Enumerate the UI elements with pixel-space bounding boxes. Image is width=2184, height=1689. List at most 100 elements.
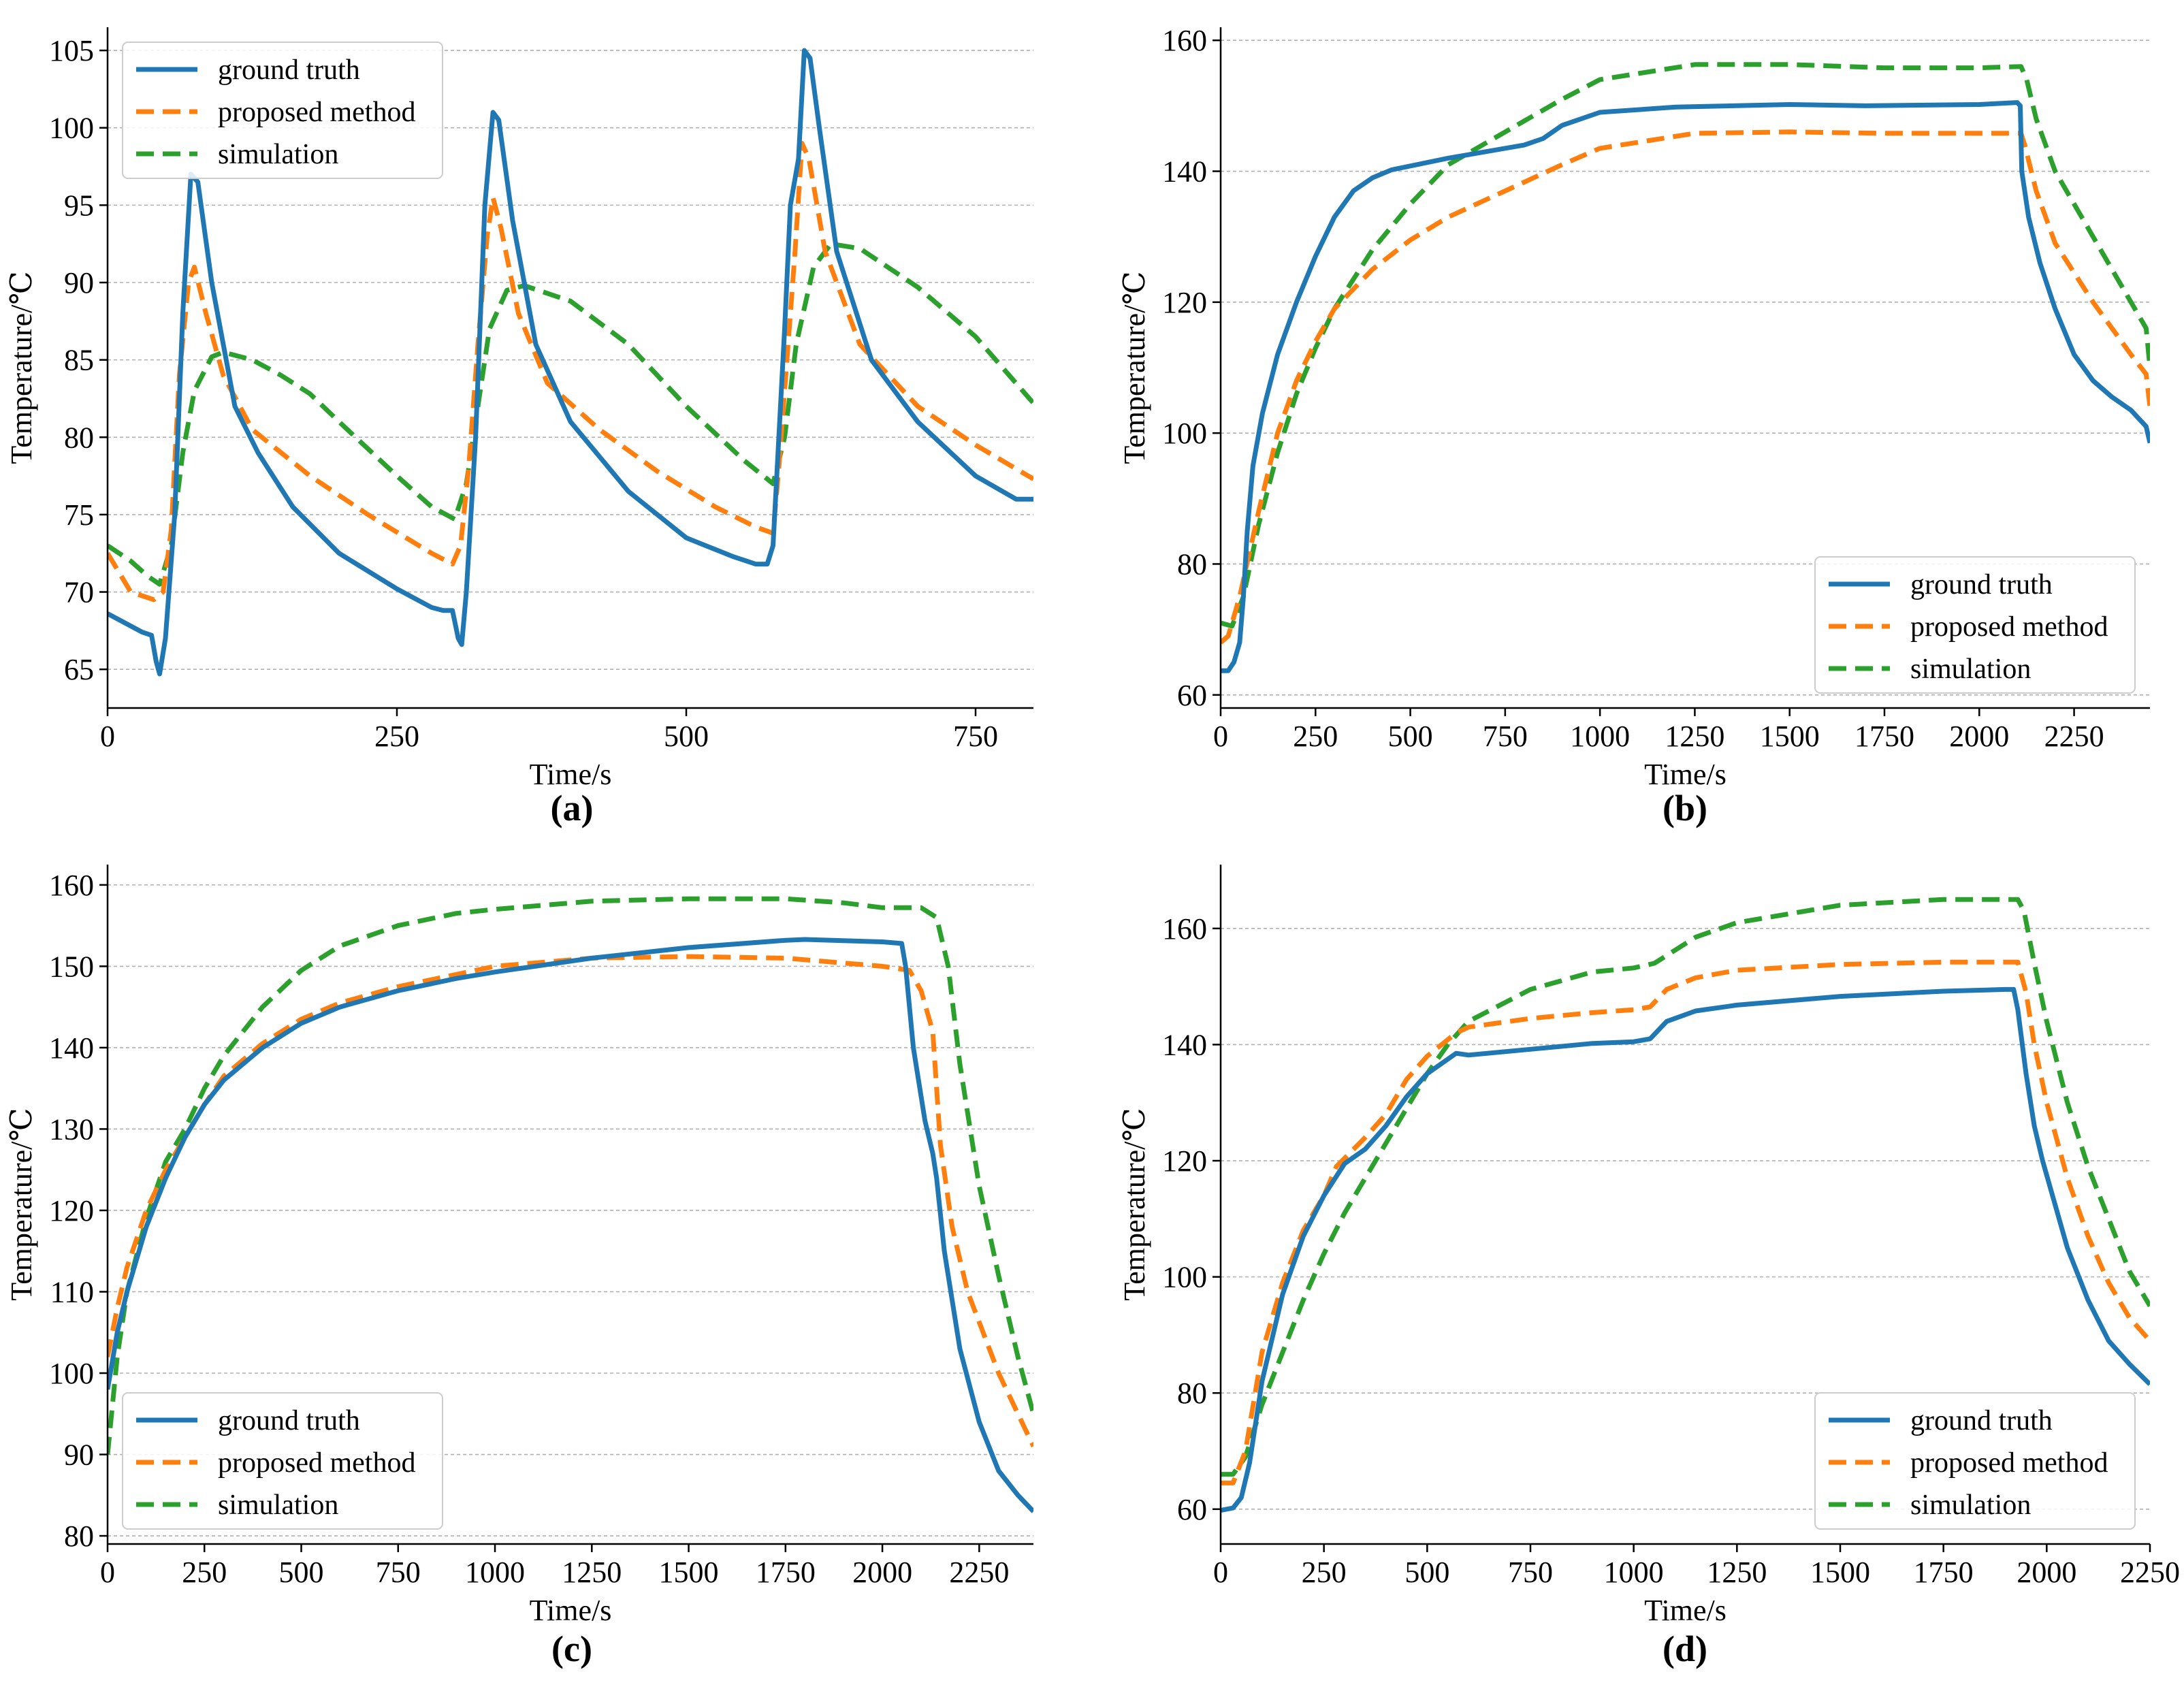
y-tick-label: 140 — [49, 1031, 94, 1065]
x-tick-label: 1250 — [1665, 720, 1724, 753]
x-tick-label: 500 — [1404, 1556, 1449, 1589]
panel-label: (a) — [551, 788, 594, 829]
panel-label: (b) — [1663, 788, 1707, 829]
x-tick-label: 500 — [664, 720, 709, 753]
series-group — [1221, 62, 2150, 673]
x-tick-label: 1250 — [1707, 1556, 1767, 1589]
legend: ground truth proposed method simulation — [122, 1392, 443, 1530]
x-tick-label: 1750 — [1914, 1556, 1974, 1589]
chart-panel-a: 65 70 75 80 85 90 95 100 105 0 250 500 750 Time/s Temp… — [5, 27, 1033, 829]
legend-entry-label: ground truth — [218, 1405, 360, 1436]
series-line-ground-truth — [108, 48, 1033, 677]
legend-entry-label: ground truth — [1910, 1405, 2053, 1436]
legend-entry-label: ground truth — [1910, 569, 2053, 600]
y-tick-label: 120 — [49, 1194, 94, 1227]
panel-label: (d) — [1663, 1628, 1707, 1669]
y-tick-label: 130 — [49, 1112, 94, 1146]
series-line-ground-truth — [1221, 100, 2150, 673]
y-axis-label: Temperature/℃ — [1118, 1108, 1151, 1300]
legend-box — [1814, 556, 2136, 694]
y-tick-label: 120 — [1162, 1144, 1207, 1178]
y-tick-label: 160 — [1162, 912, 1207, 946]
y-tick-label: 70 — [64, 576, 94, 609]
legend-entry-label: ground truth — [218, 54, 360, 86]
y-axis-label: Temperature/℃ — [5, 1108, 38, 1300]
y-tick-label: 140 — [1162, 1028, 1207, 1061]
x-tick-label: 2250 — [949, 1556, 1009, 1589]
chart-panel-c: 80 90 100 110 120 130 140 150 160 0 250 500 750 1000 1… — [5, 865, 1033, 1669]
x-tick-label: 1750 — [1854, 720, 1914, 753]
x-tick-label: 250 — [374, 720, 419, 753]
y-tick-label: 105 — [49, 34, 94, 67]
y-tick-label: 60 — [1177, 1493, 1207, 1526]
series-group — [108, 48, 1033, 677]
x-tick-label: 0 — [1213, 720, 1228, 753]
y-tick-label: 95 — [64, 189, 94, 222]
y-tick-label: 65 — [64, 653, 94, 686]
y-tick-label: 80 — [1177, 547, 1207, 581]
series-line-proposed-method — [108, 954, 1033, 1448]
x-tick-label: 2000 — [1949, 720, 2009, 753]
y-tick-label: 80 — [1177, 1377, 1207, 1410]
x-tick-label: 250 — [182, 1556, 227, 1589]
x-tick-label: 2250 — [2044, 720, 2104, 753]
y-tick-label: 60 — [1177, 679, 1207, 712]
y-tick-label: 150 — [49, 950, 94, 983]
x-axis-label: Time/s — [1644, 1594, 1727, 1627]
series-line-simulation — [108, 896, 1033, 1455]
legend-entry-label: proposed method — [1910, 1447, 2108, 1479]
x-tick-label: 1500 — [1760, 720, 1820, 753]
y-tick-label: 100 — [49, 1357, 94, 1390]
y-tick-label: 100 — [1162, 417, 1207, 450]
legend-entry-label: simulation — [218, 139, 338, 170]
legend-box — [122, 1392, 443, 1530]
y-tick-label: 160 — [49, 869, 94, 902]
series-line-ground-truth — [108, 937, 1033, 1513]
y-axis-label: Temperature/℃ — [1118, 271, 1151, 464]
series-line-simulation — [1221, 897, 2150, 1477]
y-tick-label: 100 — [49, 112, 94, 145]
legend-entry-label: simulation — [218, 1490, 338, 1521]
series-line-simulation — [1221, 62, 2150, 629]
series-group — [108, 896, 1033, 1513]
x-tick-label: 750 — [1508, 1556, 1553, 1589]
legend-entry-label: proposed method — [218, 1447, 415, 1479]
legend-entry-label: simulation — [1910, 1490, 2031, 1521]
y-tick-label: 140 — [1162, 155, 1207, 189]
legend: ground truth proposed method simulation — [1814, 1392, 2136, 1530]
y-tick-label: 90 — [64, 1438, 94, 1472]
series-line-ground-truth — [1221, 986, 2150, 1513]
x-tick-label: 1000 — [465, 1556, 525, 1589]
x-tick-label: 500 — [279, 1556, 324, 1589]
x-tick-label: 2000 — [852, 1556, 912, 1589]
x-tick-label: 0 — [100, 1556, 115, 1589]
x-tick-label: 1750 — [756, 1556, 816, 1589]
y-tick-label: 110 — [50, 1275, 94, 1308]
legend-entry-label: proposed method — [1910, 611, 2108, 643]
series-line-proposed-method — [108, 141, 1033, 602]
x-tick-label: 1500 — [1810, 1556, 1870, 1589]
y-tick-label: 80 — [64, 1519, 94, 1553]
x-axis-label: Time/s — [530, 758, 612, 791]
series-group — [1221, 897, 2150, 1513]
x-tick-label: 2250 — [2120, 1556, 2180, 1589]
y-axis-label: Temperature/℃ — [5, 271, 38, 464]
x-tick-label: 0 — [1213, 1556, 1228, 1589]
y-tick-label: 90 — [64, 266, 94, 300]
x-tick-label: 750 — [376, 1556, 421, 1589]
x-tick-label: 1000 — [1570, 720, 1630, 753]
series-line-proposed-method — [1221, 129, 2150, 645]
x-tick-label: 1500 — [659, 1556, 719, 1589]
y-tick-label: 160 — [1162, 24, 1207, 57]
y-tick-label: 85 — [64, 344, 94, 377]
legend-box — [1814, 1392, 2136, 1530]
chart-panel-d: 60 80 100 120 140 160 0 250 500 750 1000 1250 1500 17… — [1118, 865, 2180, 1669]
x-axis-label: Time/s — [1644, 758, 1727, 791]
legend-box — [122, 42, 443, 179]
x-axis-label: Time/s — [530, 1594, 612, 1627]
chart-panel-b: 60 80 100 120 140 160 0 250 500 750 1000 1250 1500 17… — [1118, 24, 2150, 829]
legend: ground truth proposed method simulation — [1814, 556, 2136, 694]
x-tick-label: 750 — [953, 720, 998, 753]
legend-entry-label: proposed method — [218, 97, 415, 128]
